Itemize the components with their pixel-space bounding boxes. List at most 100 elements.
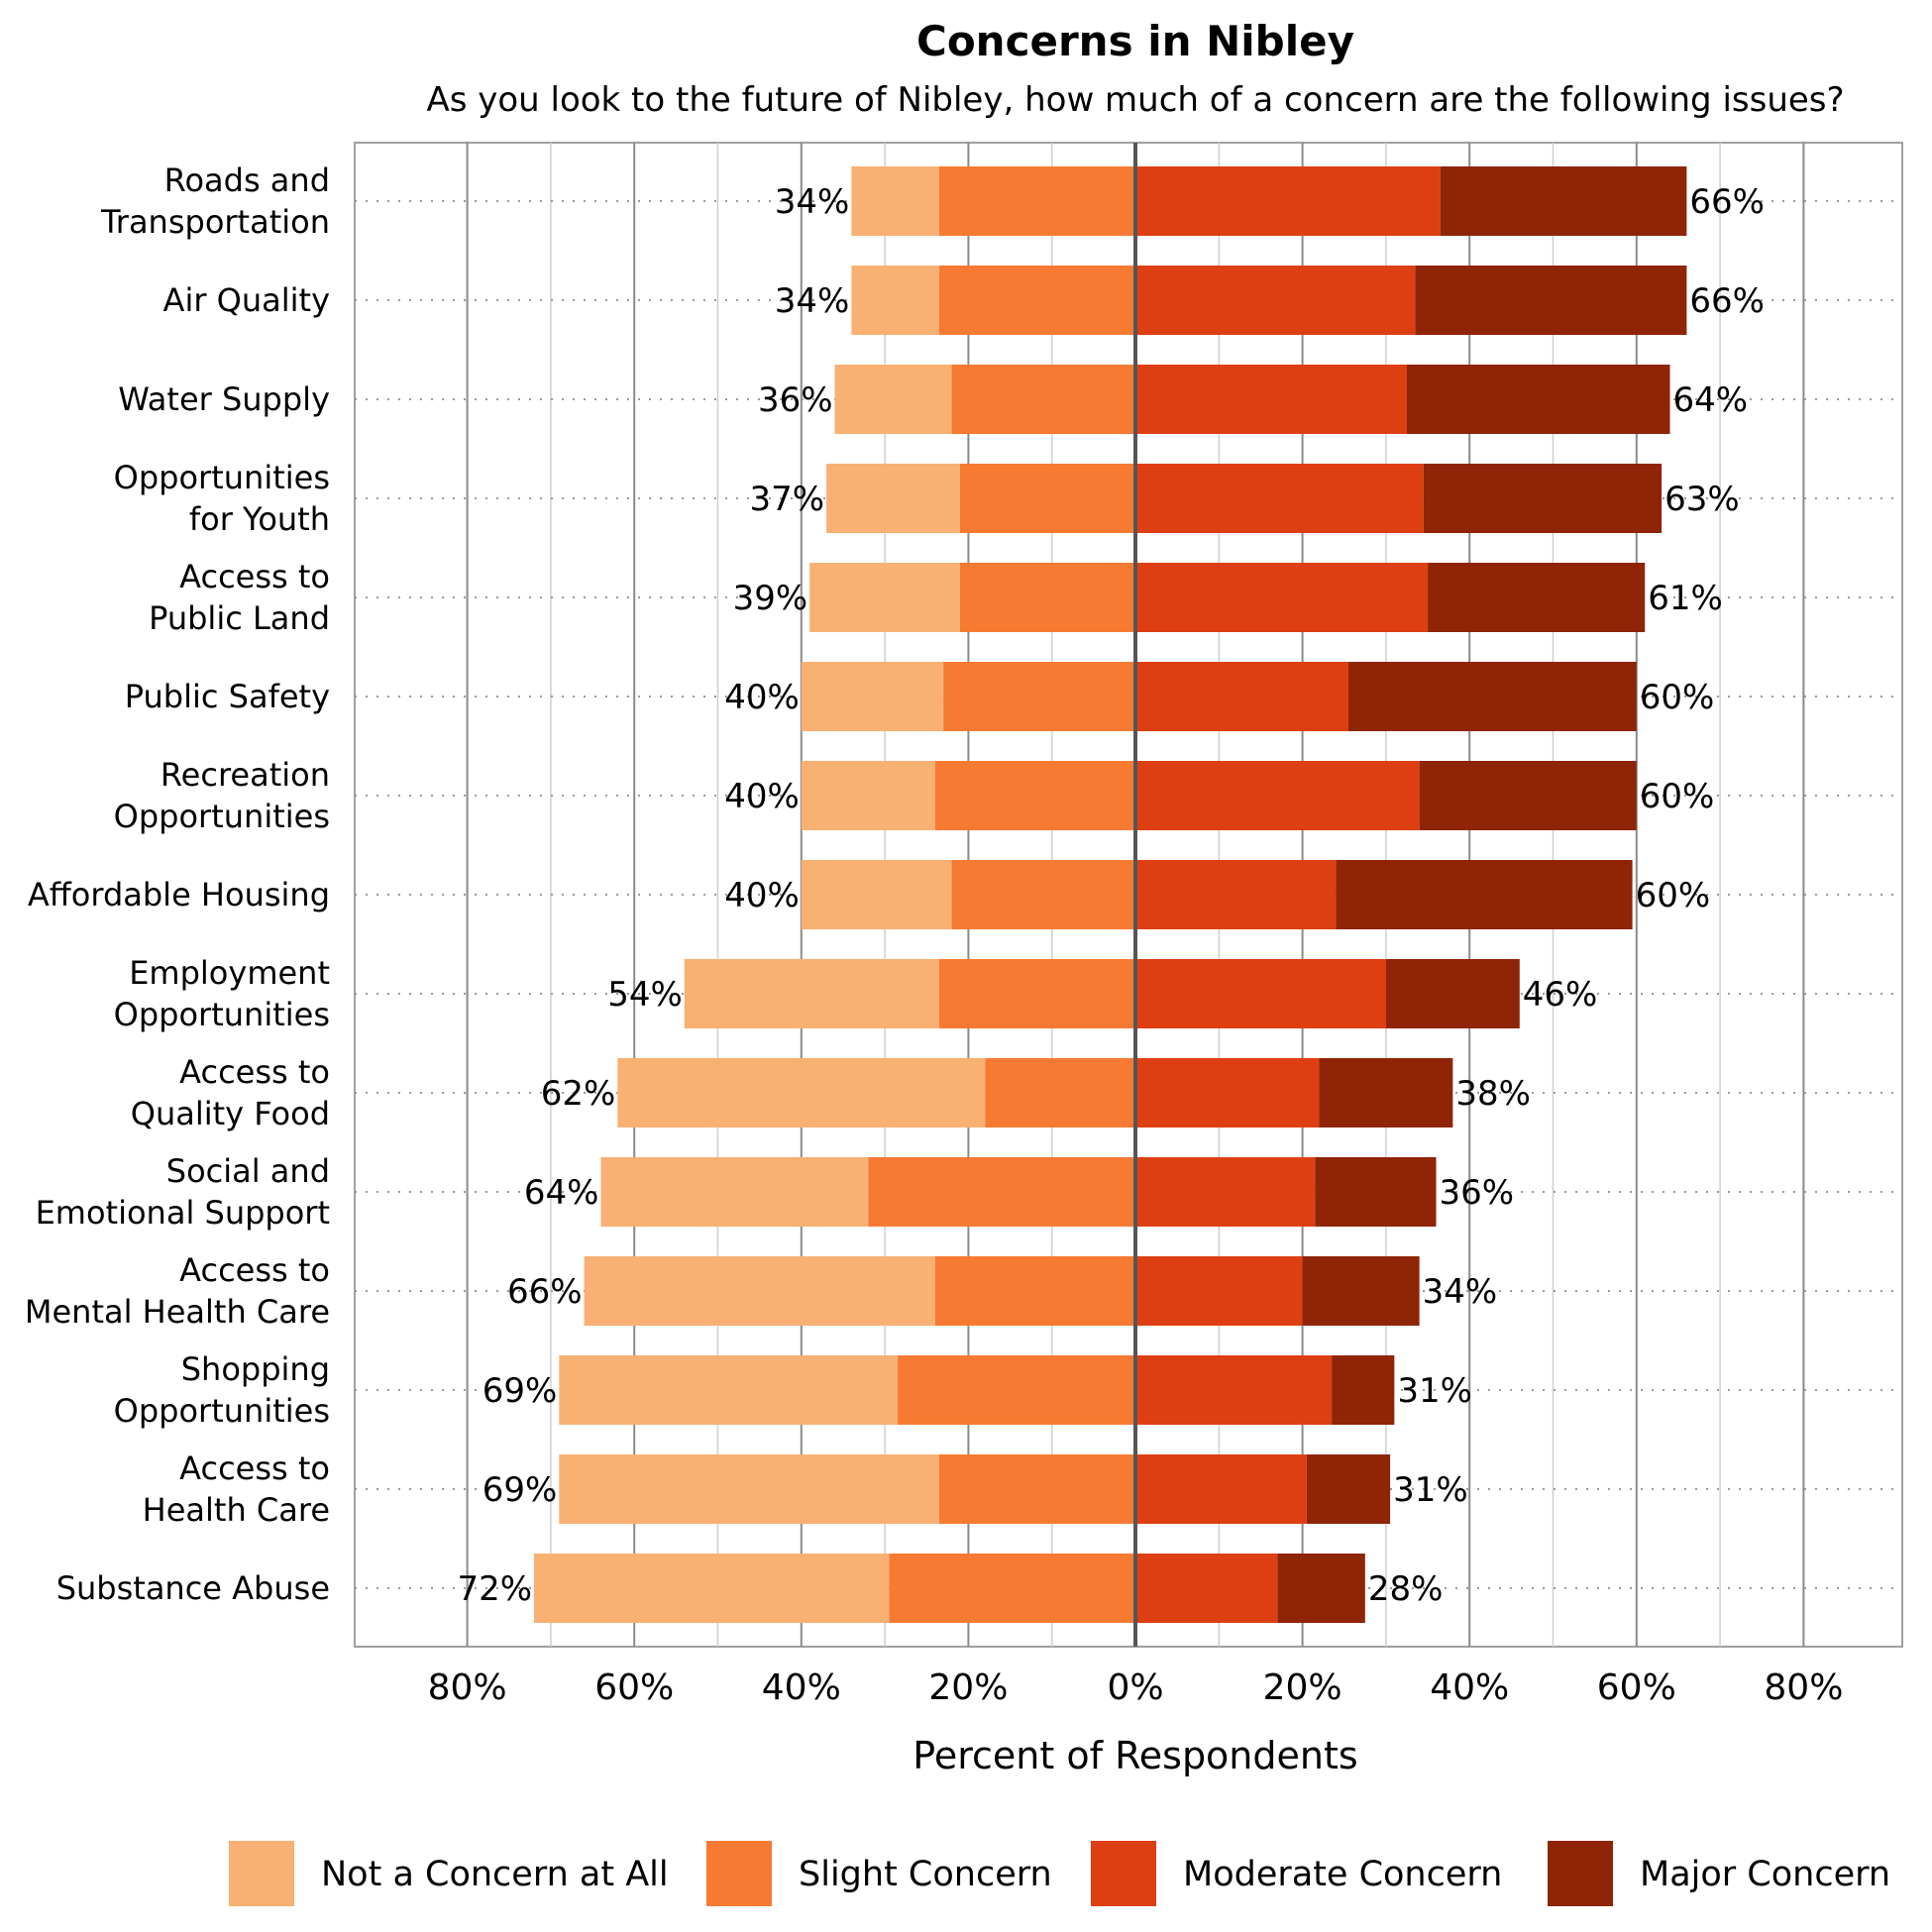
bar-segment bbox=[1415, 266, 1687, 335]
right-total-label: 36% bbox=[1439, 1173, 1514, 1213]
left-total-label: 64% bbox=[524, 1173, 599, 1213]
left-total-label: 69% bbox=[483, 1371, 558, 1411]
legend-swatch bbox=[706, 1841, 772, 1906]
x-tick-label: 20% bbox=[928, 1667, 1008, 1708]
bar-segment bbox=[938, 1454, 1135, 1524]
bar-segment bbox=[1336, 860, 1633, 929]
category-label: Access to Public Land bbox=[149, 558, 330, 637]
legend-swatch bbox=[1091, 1841, 1156, 1906]
right-total-label: 34% bbox=[1423, 1272, 1498, 1312]
right-total-label: 66% bbox=[1689, 182, 1765, 222]
x-tick-label: 60% bbox=[594, 1667, 674, 1708]
left-total-label: 34% bbox=[775, 182, 850, 222]
right-total-label: 31% bbox=[1397, 1371, 1472, 1411]
left-total-label: 40% bbox=[724, 876, 800, 915]
left-total-label: 62% bbox=[541, 1074, 616, 1114]
bar-segment bbox=[617, 1058, 986, 1127]
bar-segment bbox=[684, 959, 939, 1028]
left-total-label: 34% bbox=[775, 281, 850, 321]
bar-segment bbox=[1385, 959, 1520, 1028]
legend-swatch bbox=[1548, 1841, 1613, 1906]
bar-segment bbox=[1135, 1256, 1303, 1326]
right-total-label: 60% bbox=[1640, 777, 1715, 816]
right-total-label: 63% bbox=[1664, 480, 1740, 519]
bar-segment bbox=[600, 1157, 869, 1227]
left-total-label: 39% bbox=[733, 579, 808, 618]
bar-segment bbox=[826, 464, 960, 533]
right-total-label: 31% bbox=[1393, 1470, 1468, 1510]
bar-segment bbox=[1135, 860, 1337, 929]
x-axis-title: Percent of Respondents bbox=[912, 1734, 1357, 1777]
x-tick-label: 80% bbox=[428, 1667, 507, 1708]
bar-segment bbox=[959, 464, 1135, 533]
x-tick-label: 80% bbox=[1764, 1667, 1843, 1708]
x-tick-label: 60% bbox=[1597, 1667, 1676, 1708]
bar-segment bbox=[801, 761, 935, 830]
category-label: Water Supply bbox=[118, 380, 330, 418]
legend-label: Moderate Concern bbox=[1183, 1855, 1502, 1894]
category-label: Access to Mental Health Care bbox=[25, 1251, 330, 1331]
bar-segment bbox=[951, 860, 1135, 929]
bar-segment bbox=[1306, 1454, 1391, 1524]
bar-segment bbox=[1135, 1355, 1333, 1425]
bar-segment bbox=[1419, 761, 1637, 830]
left-total-label: 36% bbox=[758, 380, 833, 420]
bar-segment bbox=[1406, 365, 1670, 434]
x-tick-label: 40% bbox=[762, 1667, 841, 1708]
bar-segment bbox=[559, 1355, 898, 1425]
category-labels: Roads and Transportation Air Quality Water … bbox=[25, 161, 330, 1607]
bar-segment bbox=[1135, 166, 1441, 236]
x-tick-label: 20% bbox=[1263, 1667, 1342, 1708]
bar-segment bbox=[938, 959, 1135, 1028]
category-label: Access to Quality Food bbox=[131, 1053, 330, 1132]
bar-segment bbox=[1302, 1256, 1420, 1326]
bar-segment bbox=[1440, 166, 1687, 236]
bar-segment bbox=[938, 166, 1135, 236]
category-label: Recreation Opportunities bbox=[114, 756, 330, 835]
left-total-label: 72% bbox=[457, 1569, 532, 1609]
legend-label: Slight Concern bbox=[799, 1855, 1052, 1894]
legend-label: Not a Concern at All bbox=[321, 1855, 669, 1894]
bar-segment bbox=[801, 860, 952, 929]
bar-segment bbox=[934, 761, 1135, 830]
bar-segment bbox=[1347, 662, 1637, 731]
bar-segment bbox=[851, 266, 939, 335]
right-total-label: 28% bbox=[1368, 1569, 1444, 1609]
bar-segment bbox=[1277, 1554, 1365, 1623]
left-total-label: 69% bbox=[483, 1470, 558, 1510]
bar-segment bbox=[1135, 1554, 1278, 1623]
category-label: Affordable Housing bbox=[28, 876, 330, 913]
right-total-label: 38% bbox=[1455, 1074, 1531, 1114]
bar-segment bbox=[868, 1157, 1135, 1227]
bar-segment bbox=[985, 1058, 1135, 1127]
category-label: Social and Emotional Support bbox=[36, 1152, 330, 1232]
left-total-label: 37% bbox=[750, 480, 825, 519]
left-total-label: 54% bbox=[607, 975, 683, 1015]
bar-segment bbox=[897, 1355, 1135, 1425]
category-label: Employment Opportunities bbox=[114, 954, 330, 1033]
bar-segment bbox=[1135, 266, 1416, 335]
x-tick-labels: 80% 60% 40% 20% 0% 20% 40% 60% 80% bbox=[428, 1667, 1844, 1708]
category-label: Access to Health Care bbox=[143, 1449, 330, 1529]
bar-segment bbox=[934, 1256, 1135, 1326]
bar-segment bbox=[1319, 1058, 1453, 1127]
category-label: Roads and Transportation bbox=[100, 161, 330, 241]
bar-segment bbox=[951, 365, 1135, 434]
legend-label: Major Concern bbox=[1640, 1855, 1890, 1894]
bar-segment bbox=[851, 166, 939, 236]
bar-segment bbox=[1332, 1355, 1395, 1425]
data-labels: 34% 66% 34% 66% 36% 64% 37% 63% 39% 61% 40% 60% 40% 6… bbox=[457, 182, 1764, 1609]
bar-segment bbox=[1135, 959, 1386, 1028]
chart-subtitle: As you look to the future of Nibley, how… bbox=[426, 80, 1844, 120]
bar-segment bbox=[1135, 464, 1424, 533]
bar-segment bbox=[1428, 563, 1646, 632]
category-label: Public Safety bbox=[125, 678, 330, 715]
right-total-label: 60% bbox=[1636, 876, 1711, 915]
bar-segment bbox=[1135, 1157, 1316, 1227]
bar-segment bbox=[943, 662, 1135, 731]
bar-segment bbox=[584, 1256, 935, 1326]
right-total-label: 46% bbox=[1523, 975, 1598, 1015]
legend-swatch bbox=[229, 1841, 294, 1906]
bar-segment bbox=[559, 1454, 939, 1524]
